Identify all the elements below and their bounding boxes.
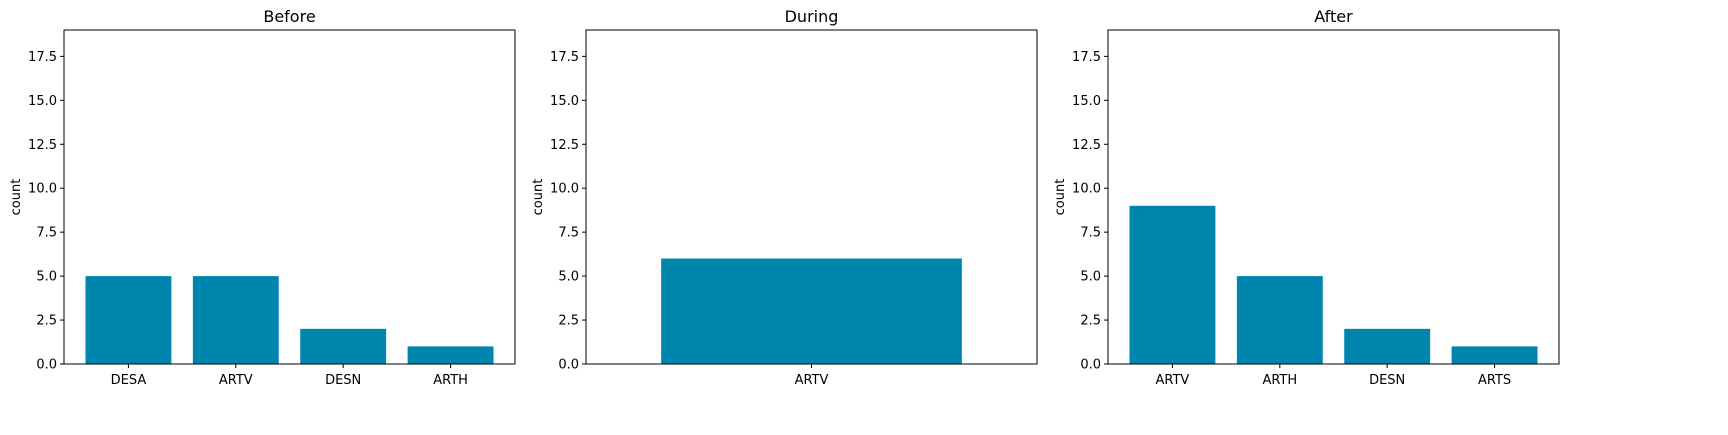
y-tick-label: 10.0 bbox=[28, 182, 57, 197]
y-tick-label: 17.5 bbox=[1072, 50, 1101, 65]
x-tick-label: ARTV bbox=[1156, 373, 1190, 388]
bars bbox=[1129, 205, 1538, 364]
x-tick-label: ARTH bbox=[433, 373, 468, 388]
y-tick-label: 5.0 bbox=[36, 270, 57, 285]
bar-desa bbox=[85, 276, 172, 364]
y-tick-label: 10.0 bbox=[550, 182, 579, 197]
y-tick-label: 17.5 bbox=[28, 50, 57, 65]
bars bbox=[85, 276, 494, 364]
y-tick-label: 10.0 bbox=[1072, 182, 1101, 197]
y-tick-label: 2.5 bbox=[558, 314, 579, 329]
y-tick-label: 0.0 bbox=[36, 358, 57, 373]
y-tick-label: 0.0 bbox=[558, 358, 579, 373]
bar-artv bbox=[661, 258, 962, 364]
chart-title: After bbox=[1314, 7, 1353, 26]
chart-panel-3: ARTV ARTH DESN ARTS 0.0 2.5 5.0 7.5 10.0 12.5 15.0… bbox=[1053, 7, 1560, 388]
y-tick-label: 7.5 bbox=[36, 226, 57, 241]
plot-frame bbox=[585, 29, 1038, 365]
y-tick-label: 15.0 bbox=[1072, 94, 1101, 109]
bar-desn bbox=[1344, 328, 1431, 364]
y-tick-label: 7.5 bbox=[1080, 226, 1101, 241]
x-tick-label: ARTH bbox=[1262, 373, 1297, 388]
plot-frame bbox=[1107, 29, 1560, 365]
y-tick-label: 0.0 bbox=[1080, 358, 1101, 373]
y-tick-label: 15.0 bbox=[28, 94, 57, 109]
chart-title: During bbox=[785, 7, 839, 26]
y-tick-label: 7.5 bbox=[558, 226, 579, 241]
chart-title: Before bbox=[263, 7, 315, 26]
y-axis-label: count bbox=[9, 179, 24, 216]
y-tick-label: 2.5 bbox=[1080, 314, 1101, 329]
y-tick-label: 15.0 bbox=[550, 94, 579, 109]
bars bbox=[661, 258, 962, 364]
y-tick-label: 12.5 bbox=[550, 138, 579, 153]
y-tick-label: 5.0 bbox=[1080, 270, 1101, 285]
y-tick-label: 5.0 bbox=[558, 270, 579, 285]
y-tick-label: 12.5 bbox=[1072, 138, 1101, 153]
plot-frame bbox=[63, 29, 516, 365]
bar-desn bbox=[300, 328, 387, 364]
y-tick-label: 12.5 bbox=[28, 138, 57, 153]
y-axis-label: count bbox=[1053, 179, 1068, 216]
bar-arts bbox=[1451, 346, 1538, 364]
bar-artv bbox=[192, 276, 279, 364]
y-tick-label: 17.5 bbox=[550, 50, 579, 65]
x-tick-label: ARTV bbox=[219, 373, 253, 388]
x-tick-label: DESN bbox=[325, 373, 361, 388]
y-axis-label: count bbox=[531, 179, 546, 216]
x-tick-label: DESN bbox=[1369, 373, 1405, 388]
x-tick-label: DESA bbox=[111, 373, 147, 388]
bar-arth bbox=[1236, 276, 1323, 364]
x-tick-label: ARTV bbox=[795, 373, 829, 388]
chart-panel-2: ARTV 0.0 2.5 5.0 7.5 10.0 12.5 15.0 17.5 During co… bbox=[531, 7, 1038, 388]
chart-panel-1: DESA ARTV DESN ARTH 0.0 2.5 5.0 7.5 10.0 12.5 15.0… bbox=[9, 7, 516, 388]
bar-arth bbox=[407, 346, 494, 364]
y-tick-label: 2.5 bbox=[36, 314, 57, 329]
x-tick-label: ARTS bbox=[1478, 373, 1511, 388]
bar-artv bbox=[1129, 205, 1216, 364]
